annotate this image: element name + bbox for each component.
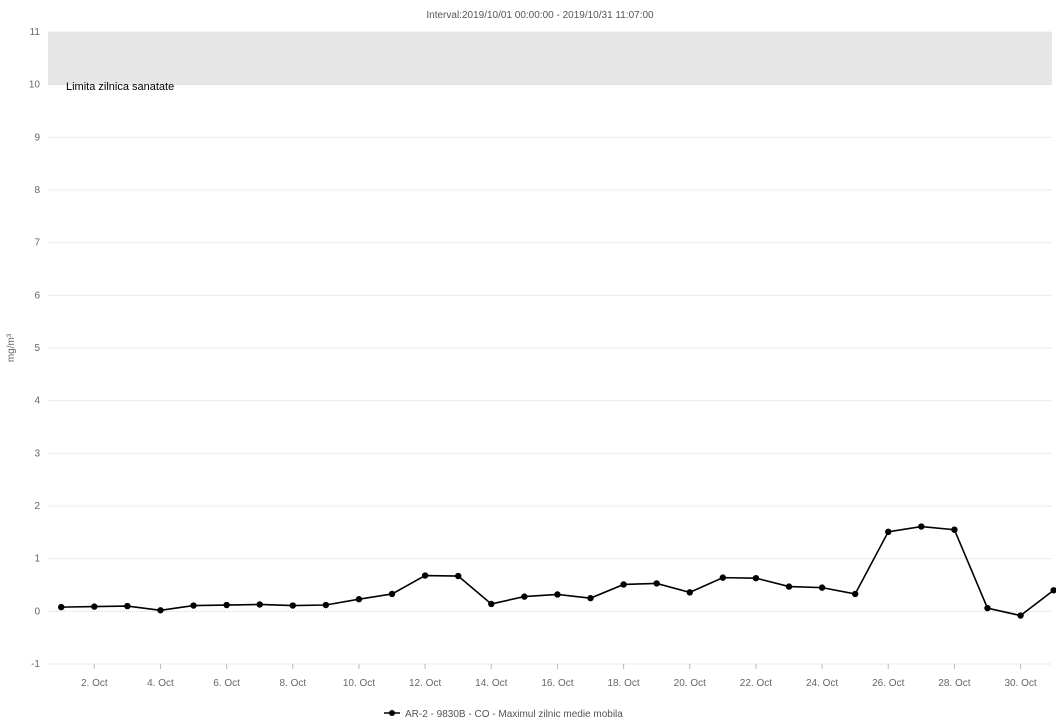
data-point xyxy=(455,572,462,580)
y-tick-label: 3 xyxy=(34,448,40,459)
data-point xyxy=(620,581,627,588)
x-tick-label: 14. Oct xyxy=(475,678,507,689)
data-point xyxy=(388,590,396,598)
limit-band xyxy=(48,32,1052,85)
chart-title: Interval:2019/10/01 00:00:00 - 2019/10/3… xyxy=(426,10,654,21)
limit-band-area xyxy=(48,32,1052,85)
data-point xyxy=(587,594,594,602)
y-tick-label: 1 xyxy=(34,554,40,565)
y-tick-label: 5 xyxy=(34,343,40,354)
x-tick-label: 18. Oct xyxy=(607,678,639,689)
data-point xyxy=(785,583,793,590)
limit-band-label: Limita zilnica sanatate xyxy=(66,81,174,93)
y-tick-label: 8 xyxy=(34,185,40,196)
legend-marker-symbol xyxy=(389,710,395,716)
data-point xyxy=(521,593,528,600)
x-tick-label: 16. Oct xyxy=(541,678,573,689)
x-tick-label: 20. Oct xyxy=(674,678,706,689)
y-axis-label: mg/m³ xyxy=(6,333,17,362)
data-point xyxy=(752,574,760,582)
data-point xyxy=(355,596,363,603)
y-axis-ticks: -1 0 1 2 3 4 5 6 7 8 9 10 11 xyxy=(29,27,41,670)
data-point xyxy=(421,572,429,579)
data-point xyxy=(1017,612,1024,619)
x-tick-label: 8. Oct xyxy=(279,678,306,689)
data-point xyxy=(984,604,991,612)
data-point xyxy=(686,589,693,596)
data-point xyxy=(951,526,958,533)
data-point xyxy=(1050,587,1056,594)
data-point xyxy=(223,601,230,609)
data-point xyxy=(157,607,164,614)
x-tick-label: 30. Oct xyxy=(1004,678,1036,689)
data-point xyxy=(488,600,495,608)
y-tick-label: 6 xyxy=(34,290,40,301)
x-tick-label: 26. Oct xyxy=(872,678,904,689)
data-point xyxy=(818,584,826,591)
grid-lines xyxy=(48,31,1052,665)
x-tick-label: 22. Oct xyxy=(740,678,772,689)
y-tick-label: 4 xyxy=(34,396,40,407)
legend[interactable]: AR-2 - 9830B - CO - Maximul zilnic medie… xyxy=(384,709,623,720)
x-tick-label: 6. Oct xyxy=(213,678,240,689)
data-point xyxy=(653,580,660,587)
data-point xyxy=(719,574,727,581)
y-tick-label: 9 xyxy=(34,132,40,143)
series-layer xyxy=(58,523,1056,619)
x-tick-label: 4. Oct xyxy=(147,678,174,689)
data-point xyxy=(851,590,859,598)
data-point xyxy=(124,602,131,610)
data-point xyxy=(918,523,925,530)
data-point xyxy=(554,591,561,598)
y-tick-label: 7 xyxy=(34,238,40,249)
y-tick-label: 2 xyxy=(34,501,40,512)
data-point xyxy=(58,603,65,611)
x-tick-label: 12. Oct xyxy=(409,678,441,689)
x-axis-ticks: 2. Oct 4. Oct 6. Oct 8. Oct 10. Oct 12. Oct 14… xyxy=(81,664,1037,689)
legend-item-label: AR-2 - 9830B - CO - Maximul zilnic medie… xyxy=(405,709,623,720)
y-tick-label: 11 xyxy=(30,27,41,38)
data-point xyxy=(289,602,296,609)
x-tick-label: 2. Oct xyxy=(81,678,108,689)
y-tick-label: 0 xyxy=(34,606,40,617)
data-point xyxy=(322,601,330,609)
data-point xyxy=(885,528,892,536)
y-tick-label: 10 xyxy=(29,80,41,91)
data-point xyxy=(256,601,263,608)
x-tick-label: 28. Oct xyxy=(938,678,970,689)
y-tick-label: -1 xyxy=(31,659,40,670)
data-point xyxy=(190,602,197,609)
x-tick-label: 24. Oct xyxy=(806,678,838,689)
series-line xyxy=(61,525,1055,617)
data-point xyxy=(91,603,98,610)
x-tick-label: 10. Oct xyxy=(343,678,375,689)
